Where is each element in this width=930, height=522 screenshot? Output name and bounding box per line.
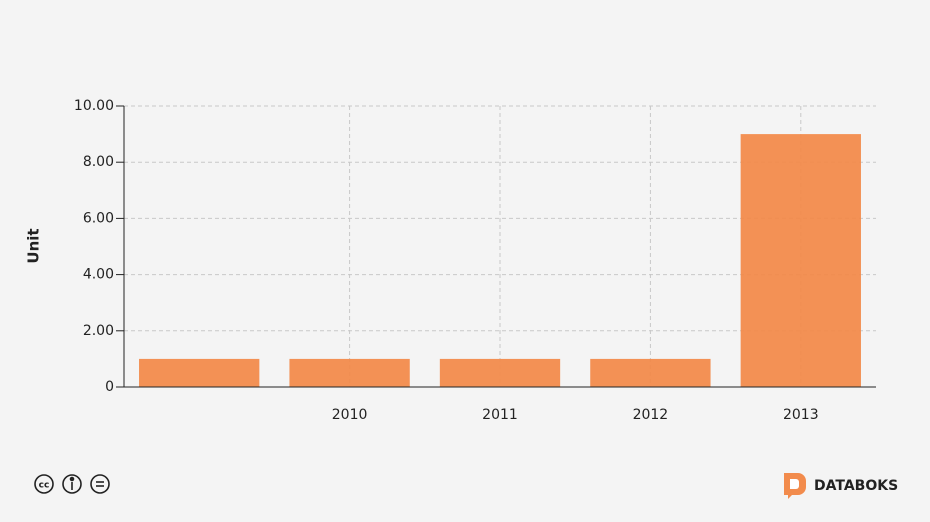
bar [289,358,410,387]
y-axis-label: Unit [25,228,43,263]
y-tick-label: 6.00 [83,210,114,226]
x-tick-label: 2013 [783,407,819,423]
bar [740,134,861,387]
bar [590,358,711,387]
y-tick-label: 8.00 [83,154,114,170]
y-tick-label: 2.00 [83,323,114,339]
y-tick-label: 0 [105,379,114,395]
x-tick-label: 2011 [482,407,518,423]
y-tick-label: 10.00 [74,98,114,114]
brand-logo [784,473,806,499]
bar [439,358,561,387]
x-tick-label: 2010 [332,407,368,423]
svg-text:cc: cc [39,481,50,491]
y-tick-label: 4.00 [83,267,114,283]
brand-name: DATABOKS [814,478,898,494]
bar [139,358,260,387]
x-tick-label: 2012 [633,407,669,423]
license-icons: cc [34,474,110,494]
